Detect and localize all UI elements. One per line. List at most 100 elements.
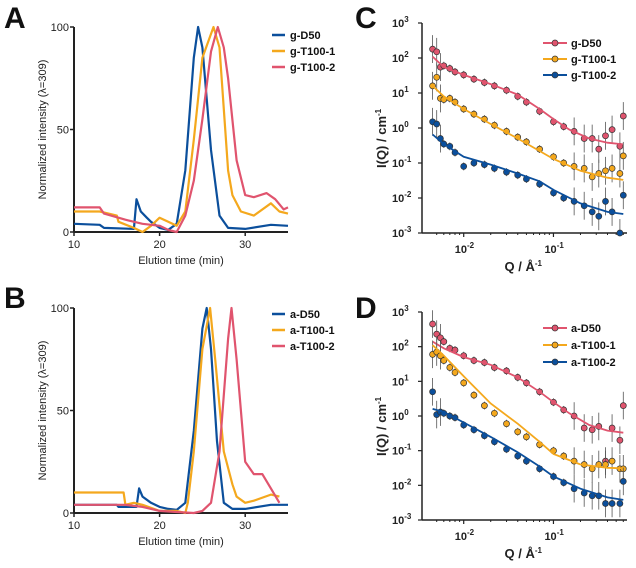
y-tick-label: 102 — [392, 339, 409, 354]
y-tick-label: 0 — [63, 508, 69, 520]
y-tick-label-exp: -3 — [404, 225, 412, 234]
panel-B: B 10 20 30 0 50 100 Elution time (min) Normalize… — [4, 282, 335, 548]
y-tick-label-base: 10 — [392, 376, 404, 388]
legend-label: g-T100-2 — [571, 70, 616, 82]
y-tick-label-exp: 2 — [404, 339, 409, 348]
panel-A: A 10 20 30 0 50 100 Elution time (min) Normalize… — [4, 2, 335, 267]
legend-marker — [551, 324, 559, 332]
y-tick-label-exp: 0 — [404, 120, 409, 129]
data-point-a-T100-1 — [481, 402, 488, 409]
legend-label: a-D50 — [290, 309, 320, 321]
panel-letter: B — [4, 282, 26, 315]
x-axis-label-base: Q / Å — [505, 259, 536, 274]
data-point-g-T100-1 — [433, 73, 441, 81]
y-tick-label-base: 10 — [392, 411, 404, 423]
legend-label: g-T100-1 — [571, 54, 616, 66]
data-point-g-T100-1 — [608, 165, 616, 172]
fit-line-g-D50 — [431, 55, 624, 146]
panel-letter: A — [4, 2, 26, 35]
y-tick-label-base: 10 — [392, 480, 404, 492]
y-tick-label: 102 — [392, 50, 409, 65]
data-point-a-D50 — [429, 320, 436, 328]
legend-label: g-T100-2 — [290, 62, 335, 74]
y-tick-label-exp: 1 — [404, 85, 409, 94]
legend-marker — [551, 358, 559, 366]
data-point-a-T100-1 — [503, 420, 510, 428]
data-point-a-T100-2 — [602, 500, 609, 507]
y-axis-label-exp: -1 — [374, 396, 383, 404]
data-point-a-T100-1 — [470, 391, 478, 399]
fit-line-a-T100-2 — [432, 408, 624, 501]
x-tick-label: 10-2 — [455, 528, 475, 543]
data-point-a-T100-2 — [616, 500, 624, 507]
y-tick-label-base: 10 — [392, 307, 404, 319]
x-tick-label-base: 10 — [544, 244, 556, 256]
y-tick-label: 0 — [63, 227, 69, 239]
y-tick-label-base: 10 — [392, 88, 404, 100]
y-tick-label: 101 — [392, 85, 409, 100]
y-tick-label-exp: -1 — [404, 443, 412, 452]
fit-line-a-D50 — [432, 340, 624, 434]
data-point-g-T100-2 — [602, 198, 609, 205]
y-tick-label: 10-1 — [392, 155, 412, 170]
x-tick-label-base: 10 — [544, 531, 556, 543]
y-tick-label: 103 — [392, 304, 409, 319]
x-tick-label: 20 — [153, 520, 165, 532]
series-line-a-T100-2 — [74, 306, 281, 515]
data-point-a-T100-1 — [523, 433, 530, 441]
y-axis-label: I(Q) / cm-1 — [374, 396, 389, 456]
x-tick-label-base: 10 — [455, 244, 467, 256]
x-tick-label-exp: -1 — [557, 241, 565, 250]
data-point-a-T100-1 — [460, 379, 468, 387]
series-line-a-T100-1 — [74, 306, 280, 515]
data-point-g-T100-2 — [588, 208, 596, 216]
series-line-g-D50 — [73, 25, 289, 231]
legend-label: g-D50 — [290, 30, 321, 42]
x-tick-label-exp: -2 — [467, 241, 475, 250]
y-axis-label: I(Q) / cm-1 — [374, 108, 389, 168]
y-tick-label-exp: 3 — [404, 15, 409, 24]
y-axis-label-base: I(Q) / cm — [374, 404, 389, 456]
data-point-a-D50 — [619, 402, 627, 409]
legend-label: g-T100-1 — [290, 46, 335, 58]
panel-letter: C — [355, 2, 377, 35]
x-tick-label-exp: -2 — [467, 528, 475, 537]
y-tick-label-base: 10 — [392, 18, 404, 30]
y-tick-label-exp: -1 — [404, 155, 412, 164]
y-tick-label: 100 — [392, 120, 409, 135]
data-point-a-T100-2 — [619, 478, 627, 485]
data-point-a-T100-2 — [608, 500, 616, 507]
y-tick-label-base: 10 — [392, 342, 404, 354]
x-axis-label-exp: -1 — [535, 546, 543, 555]
data-point-a-D50 — [616, 436, 624, 444]
y-tick-label: 103 — [392, 15, 409, 30]
y-tick-label: 10-2 — [392, 190, 412, 205]
y-tick-label: 100 — [51, 303, 69, 315]
data-point-a-T100-1 — [608, 457, 616, 465]
x-tick-label: 10 — [68, 520, 80, 532]
data-point-a-T100-1 — [446, 364, 454, 371]
y-tick-label: 10-3 — [392, 225, 412, 240]
data-point-g-D50 — [595, 145, 603, 153]
y-tick-label-base: 10 — [392, 123, 404, 135]
x-tick-label-base: 10 — [455, 531, 467, 543]
y-tick-label-base: 10 — [392, 446, 404, 458]
legend-label: a-T100-2 — [571, 357, 616, 369]
x-axis-label-exp: -1 — [535, 259, 543, 268]
data-point-a-T100-1 — [451, 369, 459, 376]
y-tick-label: 101 — [392, 373, 409, 388]
y-tick-label: 10-3 — [392, 512, 412, 527]
y-tick-label-exp: 1 — [404, 373, 409, 382]
fit-line-g-T100-1 — [431, 85, 624, 181]
legend-label: a-T100-1 — [571, 340, 616, 352]
series-line-a-D50 — [74, 306, 288, 511]
data-point-a-T100-1 — [491, 409, 498, 417]
y-tick-label-exp: -2 — [404, 190, 412, 199]
series-line-g-T100-1 — [74, 25, 289, 234]
data-point-g-T100-1 — [619, 152, 627, 160]
x-tick-label: 20 — [153, 239, 165, 251]
x-axis-label: Q / Å-1 — [505, 259, 543, 274]
data-point-g-D50 — [602, 132, 609, 140]
